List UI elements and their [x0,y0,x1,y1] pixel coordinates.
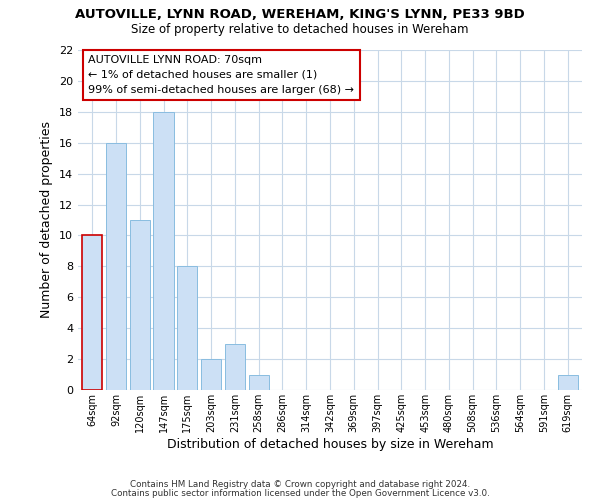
Bar [557,374,578,390]
Y-axis label: Number of detached properties: Number of detached properties [40,122,53,318]
Bar [177,266,197,390]
X-axis label: Distribution of detached houses by size in Wereham: Distribution of detached houses by size … [167,438,493,450]
Bar [201,359,221,390]
Bar [106,142,126,390]
Bar [248,374,269,390]
Bar [82,236,103,390]
Bar [154,112,173,390]
Text: Contains HM Land Registry data © Crown copyright and database right 2024.: Contains HM Land Registry data © Crown c… [130,480,470,489]
Bar [130,220,150,390]
Text: AUTOVILLE LYNN ROAD: 70sqm
← 1% of detached houses are smaller (1)
99% of semi-d: AUTOVILLE LYNN ROAD: 70sqm ← 1% of detac… [88,55,354,94]
Bar [225,344,245,390]
Text: AUTOVILLE, LYNN ROAD, WEREHAM, KING'S LYNN, PE33 9BD: AUTOVILLE, LYNN ROAD, WEREHAM, KING'S LY… [75,8,525,20]
Text: Contains public sector information licensed under the Open Government Licence v3: Contains public sector information licen… [110,488,490,498]
Text: Size of property relative to detached houses in Wereham: Size of property relative to detached ho… [131,22,469,36]
